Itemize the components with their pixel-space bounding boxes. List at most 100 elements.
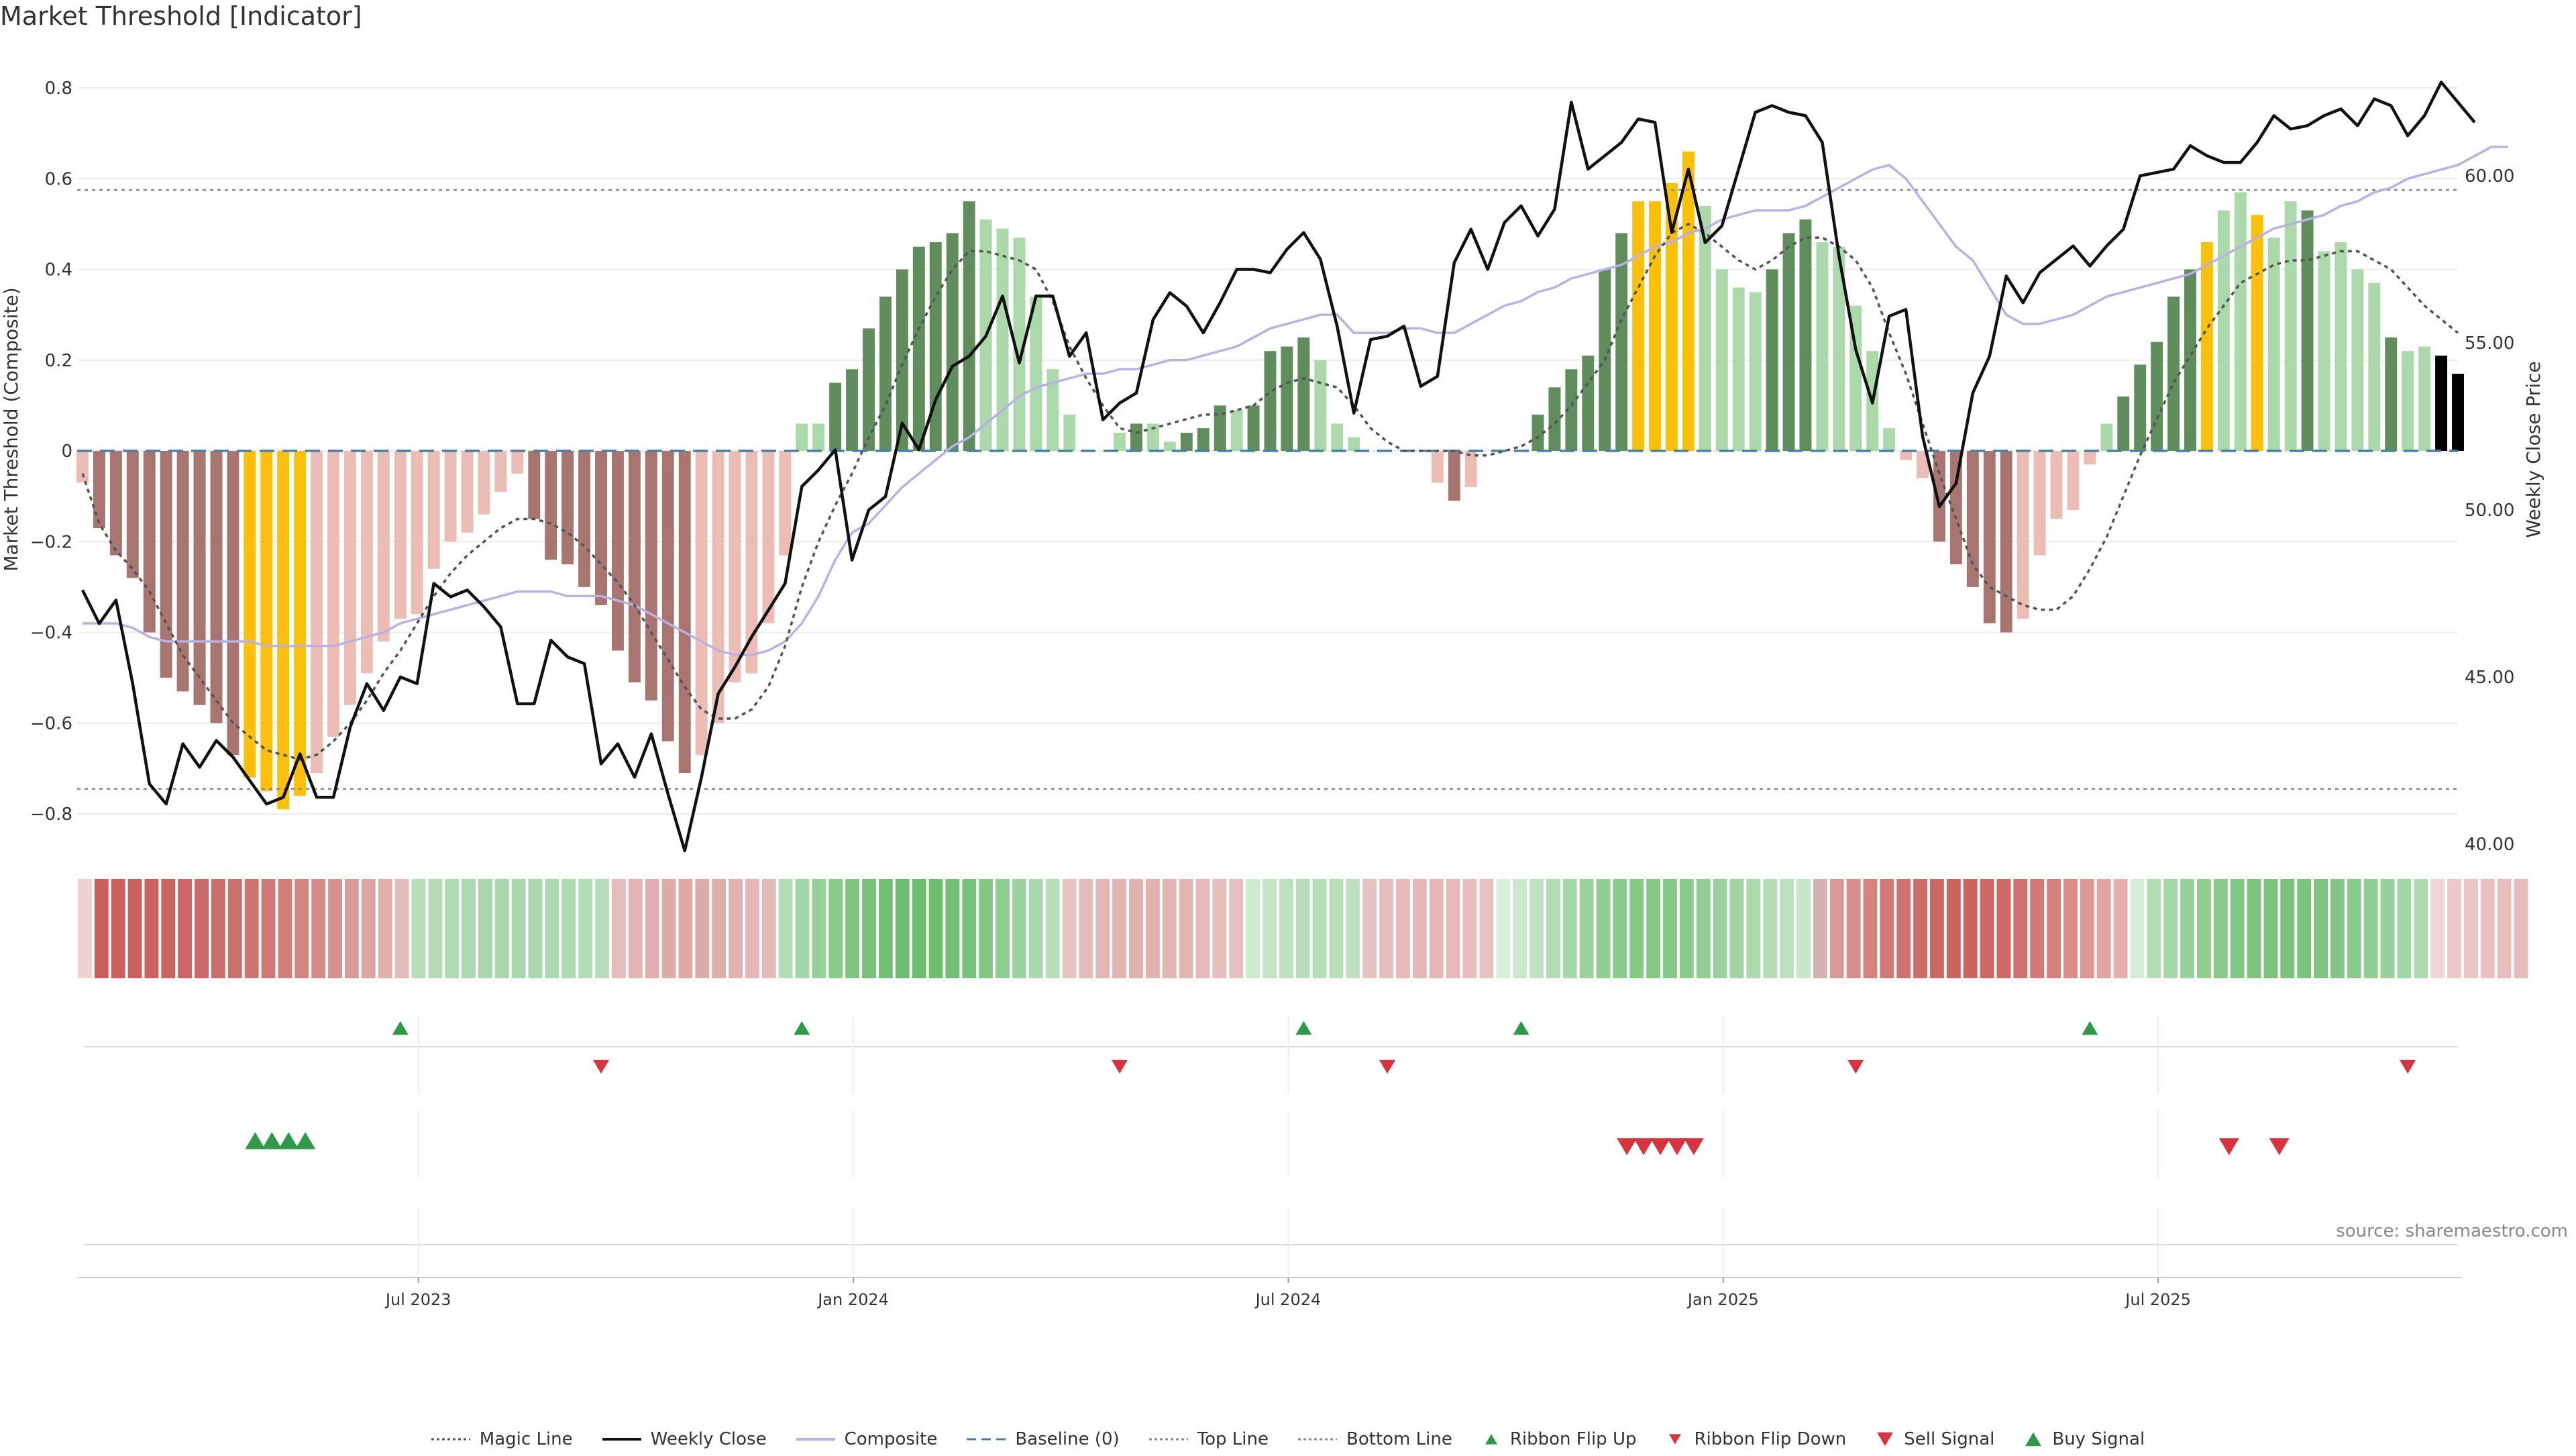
- ribbon-cell: [511, 879, 526, 978]
- ribbon-cell: [2514, 879, 2528, 978]
- ribbon-cell: [2180, 879, 2195, 978]
- composite-bar: [2418, 346, 2431, 451]
- y-axis-label-left: Market Threshold (Composite): [0, 287, 22, 571]
- buy-signal-marker: [278, 1132, 299, 1149]
- composite-bar: [511, 451, 524, 474]
- ribbon-cell: [729, 879, 743, 978]
- legend-item: Bottom Line: [1298, 1429, 1452, 1449]
- y-tick-label-left: −0.6: [30, 714, 72, 734]
- legend-item: Sell Signal: [1876, 1429, 1994, 1449]
- ribbon-cell: [2047, 879, 2061, 978]
- composite-bar: [1900, 451, 1913, 460]
- ribbon-cell: [1079, 879, 1093, 978]
- composite-bar: [1114, 432, 1126, 451]
- composite-bar: [1715, 269, 1728, 451]
- ribbon-cell: [127, 879, 142, 978]
- composite-bar: [578, 451, 591, 587]
- ribbon-cell: [1896, 879, 1911, 978]
- y-tick-label-right: 45.00: [2465, 668, 2514, 688]
- composite-bar: [912, 246, 925, 451]
- composite-bar: [595, 451, 608, 605]
- legend-swatch: [431, 1438, 470, 1441]
- x-tick-label: Jul 2025: [2124, 1290, 2191, 1309]
- ribbon-cell: [862, 879, 876, 978]
- ribbon-cell: [1012, 879, 1026, 978]
- ribbon-cell: [778, 879, 793, 978]
- ribbon-cell: [1379, 879, 1394, 978]
- y-tick-label-left: −0.4: [30, 623, 72, 643]
- composite-bar: [2318, 251, 2330, 451]
- legend-item: Magic Line: [431, 1429, 573, 1449]
- composite-bar: [2184, 269, 2196, 451]
- ribbon-cell: [445, 879, 460, 978]
- ribbon-cell: [828, 879, 843, 978]
- ribbon-cell: [1679, 879, 1694, 978]
- ribbon-cell: [2280, 879, 2295, 978]
- composite-bar: [1281, 346, 1293, 451]
- composite-bar: [2050, 451, 2063, 519]
- composite-bar: [1163, 441, 1176, 451]
- y-axis-label-right: Weekly Close Price: [2522, 361, 2544, 537]
- ribbon-cell: [1513, 879, 1527, 978]
- ribbon-cell: [1613, 879, 1627, 978]
- ribbon-cell: [1412, 879, 1427, 978]
- ribbon-cell: [2430, 879, 2445, 978]
- ribbon-cell: [1045, 879, 1060, 978]
- ribbon-cell: [945, 879, 960, 978]
- composite-bar: [1766, 269, 1778, 451]
- legend-label: Buy Signal: [2052, 1429, 2145, 1449]
- composite-bar: [461, 451, 474, 533]
- ribbon-cell: [1162, 879, 1177, 978]
- ribbon-cell: [1312, 879, 1327, 978]
- ribbon-cell: [1629, 879, 1644, 978]
- composite-line: [83, 146, 2508, 657]
- ribbon-cell: [2063, 879, 2078, 978]
- composite-bar: [1030, 297, 1042, 451]
- ribbon-cell: [895, 879, 910, 978]
- composite-bar: [294, 451, 307, 796]
- composite-bar: [2452, 374, 2464, 451]
- ribbon-flip-down-marker: [593, 1059, 610, 1074]
- composite-bar: [1649, 201, 1662, 451]
- ribbon-cell: [2347, 879, 2361, 978]
- ribbon-cell: [1546, 879, 1560, 978]
- ribbon-cell: [528, 879, 543, 978]
- ribbon-cell: [2030, 879, 2045, 978]
- composite-bar: [444, 451, 457, 542]
- legend-swatch: [796, 1438, 835, 1441]
- ribbon-cell: [1362, 879, 1377, 978]
- ribbon-cell: [2363, 879, 2378, 978]
- ribbon-cell: [1946, 879, 1961, 978]
- ribbon-cell: [328, 879, 342, 978]
- composite-bar: [2200, 242, 2213, 451]
- ribbon-cell: [1913, 879, 1928, 978]
- composite-bar: [2000, 451, 2012, 633]
- ribbon-cell: [1329, 879, 1344, 978]
- composite-bar: [478, 451, 490, 515]
- ribbon-cell: [578, 879, 593, 978]
- composite-bar: [344, 451, 356, 705]
- composite-bar: [1699, 205, 1711, 451]
- ribbon-cell: [1095, 879, 1110, 978]
- ribbon-cell: [1562, 879, 1577, 978]
- magic-line: [81, 222, 2459, 761]
- legend-item: Baseline (0): [967, 1429, 1120, 1449]
- composite-bar: [109, 451, 122, 556]
- composite-bar: [1448, 451, 1460, 501]
- ribbon-cell: [1346, 879, 1360, 978]
- x-tick-label: Jul 2024: [1254, 1290, 1322, 1309]
- composite-bar: [244, 451, 256, 778]
- ribbon-flip-up-marker: [1513, 1021, 1529, 1035]
- ribbon-cell: [394, 879, 409, 978]
- composite-bar: [779, 451, 792, 556]
- ribbon-cell: [1446, 879, 1460, 978]
- composite-bar: [729, 451, 741, 682]
- composite-bar: [611, 451, 624, 651]
- composite-bar: [695, 451, 708, 756]
- composite-bar: [745, 451, 758, 674]
- y-tick-label-left: 0.2: [45, 351, 72, 371]
- composite-bar: [2167, 297, 2180, 451]
- composite-bar: [628, 451, 641, 682]
- composite-bar: [1565, 369, 1578, 451]
- ribbon-cell: [1479, 879, 1494, 978]
